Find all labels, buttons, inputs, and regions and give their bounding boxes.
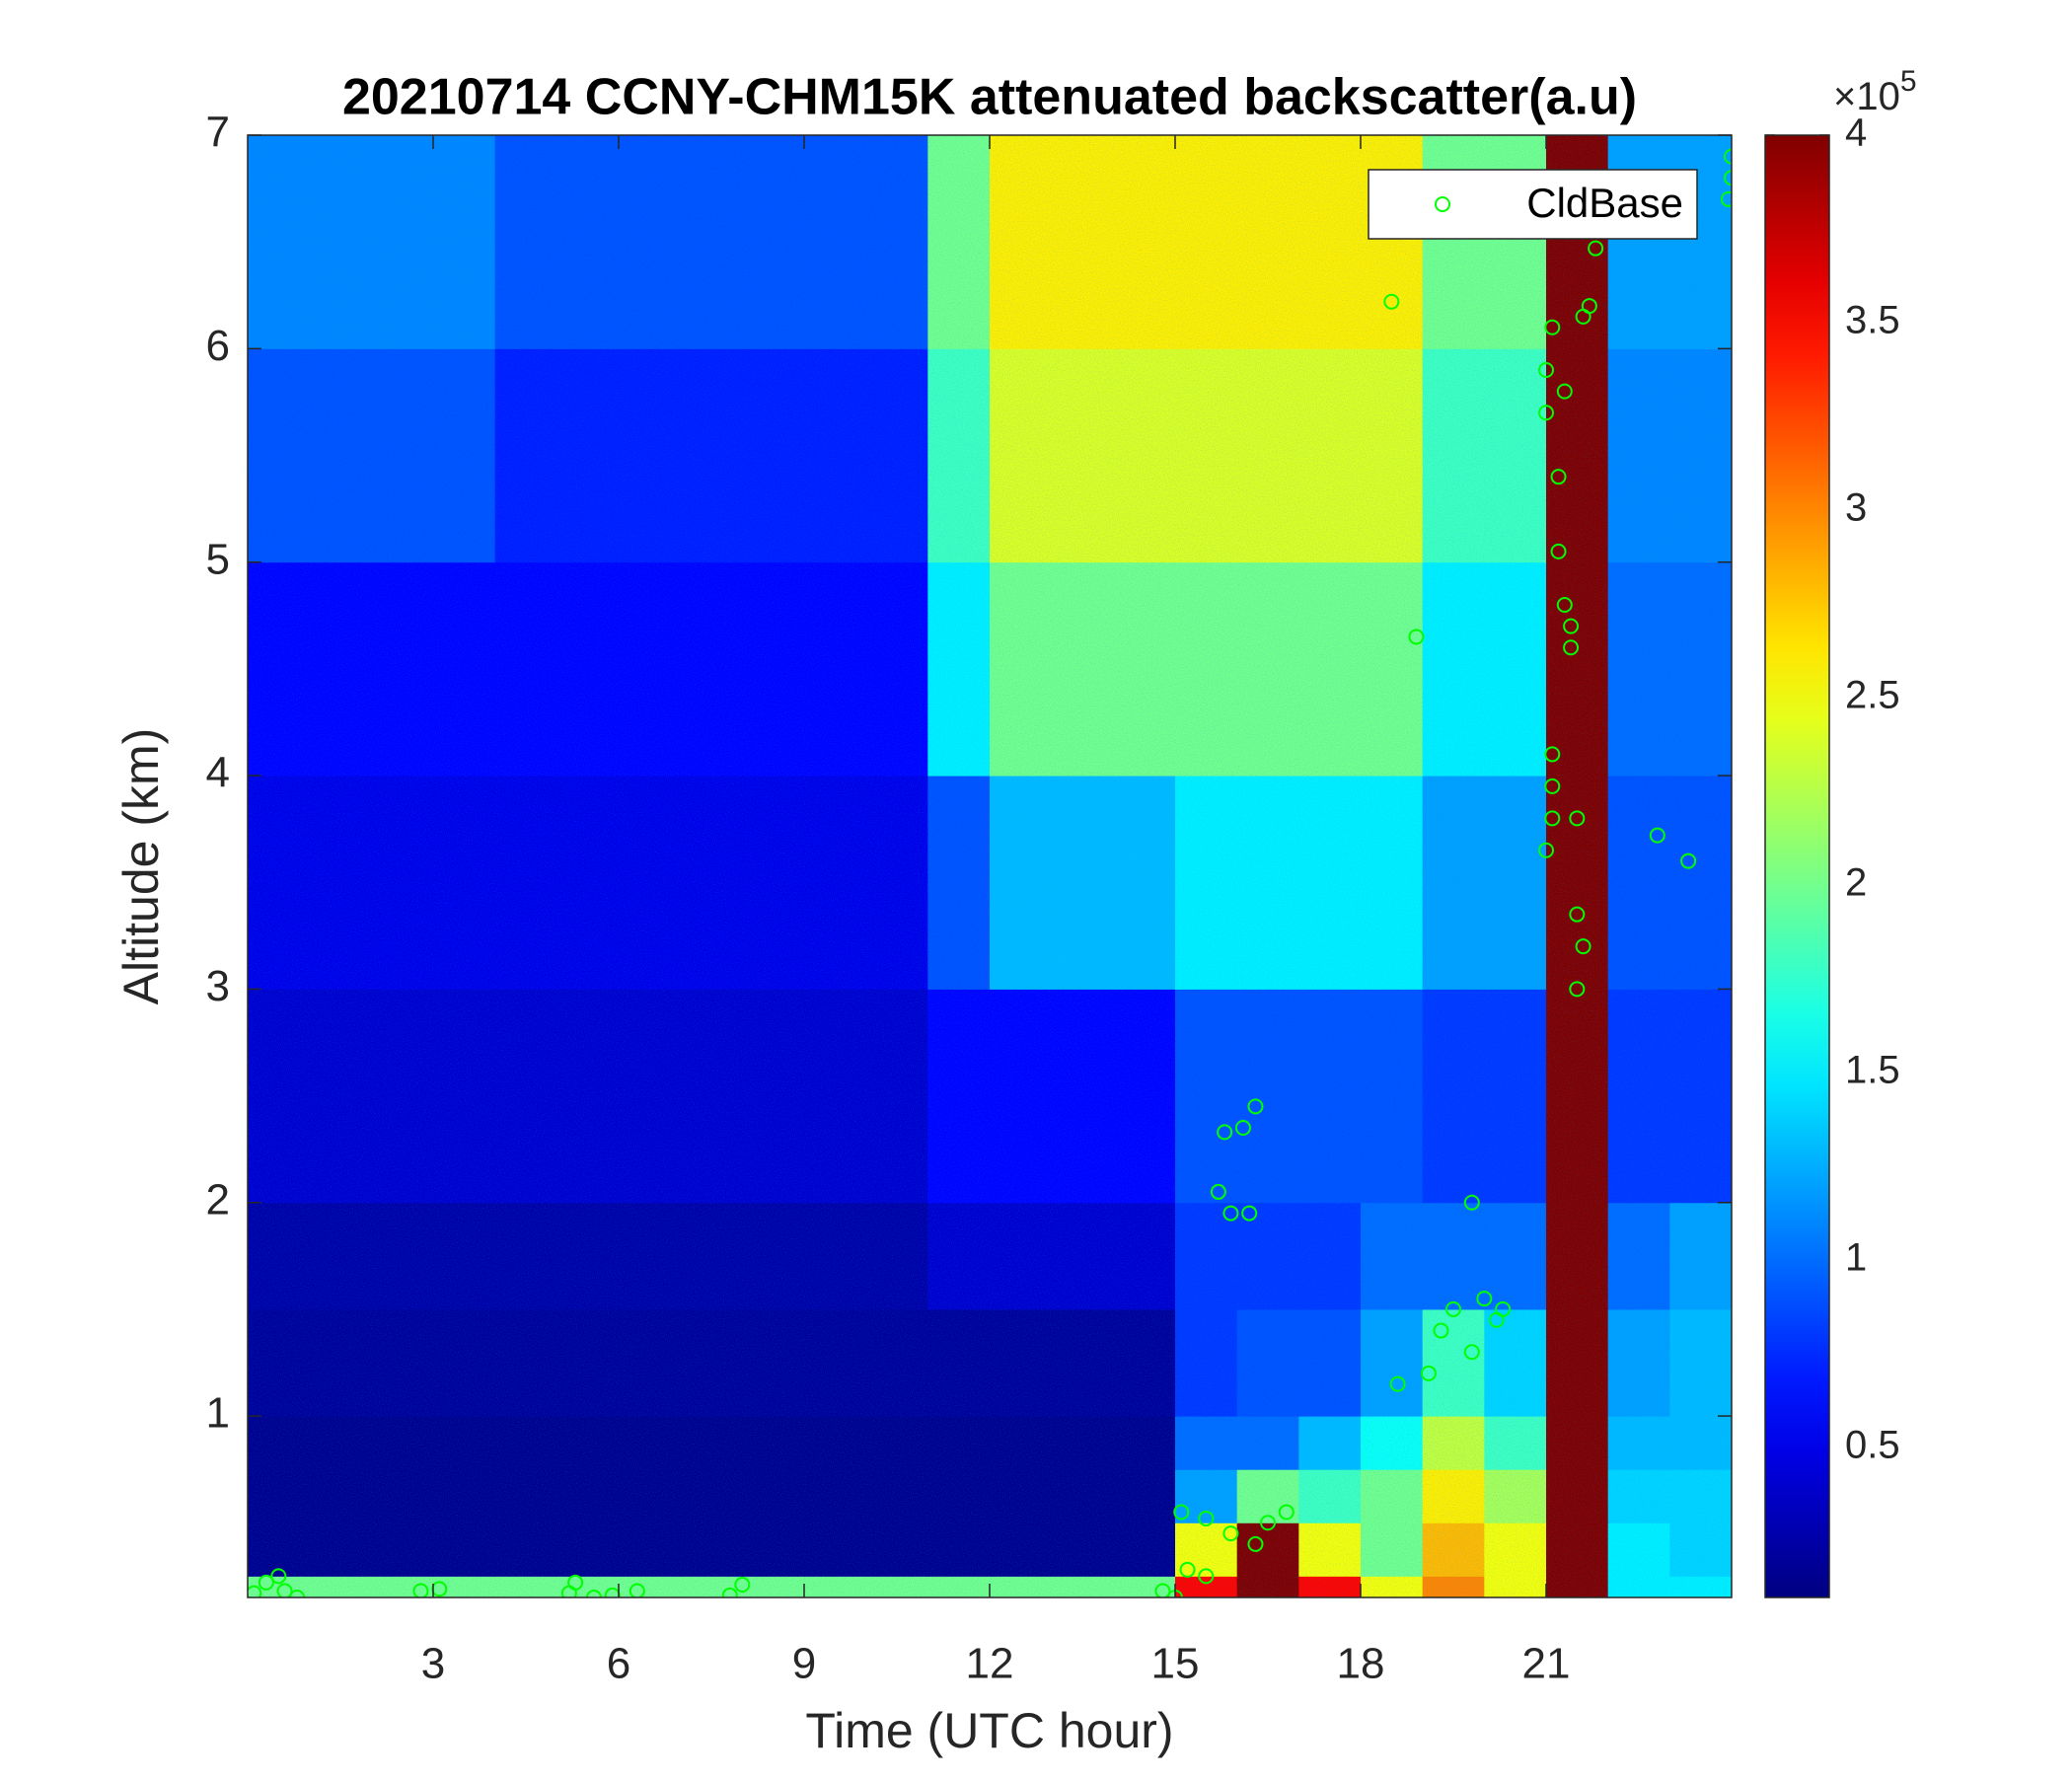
- colorbar-exponent: ×105: [1833, 65, 1917, 118]
- cloud-base-point: [1569, 810, 1586, 827]
- cloud-base-point: [1154, 1583, 1171, 1597]
- cloud-base-point: [1408, 629, 1425, 645]
- y-tick-label: 1: [206, 1389, 230, 1438]
- cloud-base-point: [1217, 1124, 1233, 1141]
- cloud-base-point: [1198, 1568, 1215, 1585]
- cloud-base-point: [1556, 596, 1573, 613]
- x-tick-label: 6: [607, 1640, 630, 1688]
- cloud-base-point: [258, 1574, 274, 1591]
- y-tick-label: 6: [206, 322, 230, 370]
- cloud-base-point: [1210, 1183, 1226, 1200]
- legend-label: CldBase: [1526, 180, 1683, 226]
- legend-marker: [1435, 196, 1450, 212]
- cloud-base-point: [1649, 827, 1665, 844]
- cloud-base-point: [248, 1585, 262, 1597]
- cloud-base-point: [1476, 1291, 1493, 1307]
- cloud-base-point: [1550, 543, 1567, 559]
- cloud-base-point: [270, 1568, 287, 1585]
- cloud-base-point: [1173, 1504, 1190, 1521]
- legend-box: [1368, 169, 1698, 240]
- colorbar-tick-label: 2: [1845, 861, 1867, 905]
- cloud-base-point: [412, 1583, 429, 1597]
- y-tick-label: 5: [206, 535, 230, 583]
- y-tick-label: 7: [206, 109, 230, 157]
- cloud-base-point: [1563, 618, 1580, 634]
- cloud-base-point: [1720, 190, 1732, 207]
- colorbar-tick-label: 2.5: [1845, 674, 1900, 717]
- x-tick-label: 18: [1337, 1640, 1385, 1688]
- cloud-base-point: [1563, 639, 1580, 656]
- cloud-base-point: [1680, 853, 1697, 869]
- cloud-base-point: [1538, 361, 1554, 378]
- cloud-base-point: [721, 1587, 738, 1597]
- cloud-base-point: [585, 1590, 602, 1597]
- colorbar-tick-label: 3.5: [1845, 299, 1900, 342]
- legend: CldBase: [1368, 169, 1698, 240]
- cloud-base-point: [1179, 1561, 1196, 1578]
- cloud-base-point: [1544, 319, 1561, 335]
- cloud-base-point: [1581, 298, 1597, 315]
- cloud-base-point: [1234, 1120, 1251, 1137]
- cloud-base-point: [1241, 1205, 1258, 1222]
- colorbar-tick-label: 4: [1845, 111, 1867, 155]
- x-tick-label: 12: [966, 1640, 1014, 1688]
- cloud-base-point: [734, 1577, 751, 1594]
- cloud-base-point: [1724, 148, 1732, 165]
- x-tick-label: 15: [1151, 1640, 1200, 1688]
- x-tick-label: 21: [1522, 1640, 1571, 1688]
- colorbar-exponent-power: 5: [1900, 65, 1917, 98]
- cloud-base-point: [1575, 938, 1591, 955]
- cloud-base-point: [1420, 1365, 1437, 1381]
- cloud-base-point: [1550, 469, 1567, 485]
- cloud-base-point: [1463, 1344, 1480, 1361]
- cloud-base-point: [1556, 383, 1573, 400]
- colorbar-tick-label: 1.5: [1845, 1049, 1900, 1092]
- cloud-base-point: [1433, 1322, 1449, 1339]
- x-axis-label: Time (UTC hour): [805, 1703, 1173, 1758]
- cloud-base-point: [276, 1583, 293, 1597]
- cloud-base-point: [1278, 1504, 1295, 1521]
- y-axis-label: Altitude (km): [113, 728, 169, 1005]
- cloud-base-point: [1198, 1510, 1215, 1526]
- cloud-base-point: [1222, 1525, 1239, 1542]
- cloud-base-point: [1588, 240, 1604, 257]
- y-tick-label: 4: [206, 749, 230, 797]
- colorbar-tick-label: 1: [1845, 1236, 1867, 1280]
- x-tick-label: 9: [792, 1640, 816, 1688]
- cloud-base-point: [1445, 1300, 1461, 1317]
- cloud-base-point: [1724, 170, 1732, 186]
- cloud-base-point: [1247, 1098, 1264, 1115]
- colorbar-tick-label: 0.5: [1845, 1424, 1900, 1467]
- cloud-base-point: [1389, 1375, 1406, 1392]
- x-tick-label: 3: [421, 1640, 445, 1688]
- cloud-base-point: [1260, 1515, 1276, 1531]
- texture: [248, 135, 1732, 1597]
- cloud-base-point: [1538, 842, 1554, 858]
- cloud-base-point: [1544, 810, 1561, 827]
- cloud-base-point: [1544, 746, 1561, 763]
- colorbar-tick-label: 3: [1845, 486, 1867, 530]
- cloud-base-point: [1538, 405, 1554, 421]
- chart-title: 20210714 CCNY-CHM15K attenuated backscat…: [342, 69, 1637, 126]
- cloud-base-point: [1569, 906, 1586, 923]
- cloud-base-point: [1222, 1205, 1239, 1222]
- y-tick-label: 3: [206, 962, 230, 1010]
- cloud-base-point: [1247, 1535, 1264, 1552]
- cloud-base-point: [1495, 1300, 1512, 1317]
- cloud-base-point: [1569, 981, 1586, 998]
- cloud-base-point: [1463, 1194, 1480, 1211]
- cloud-base-point: [567, 1574, 584, 1591]
- cloud-base-point: [1544, 778, 1561, 794]
- cloud-base-point: [289, 1590, 306, 1597]
- cloud-base-point: [1383, 293, 1400, 310]
- cloud-base-point: [629, 1583, 645, 1597]
- y-tick-label: 2: [206, 1175, 230, 1224]
- colorbar: [1764, 134, 1830, 1598]
- colorbar-exponent-base: ×10: [1833, 75, 1900, 118]
